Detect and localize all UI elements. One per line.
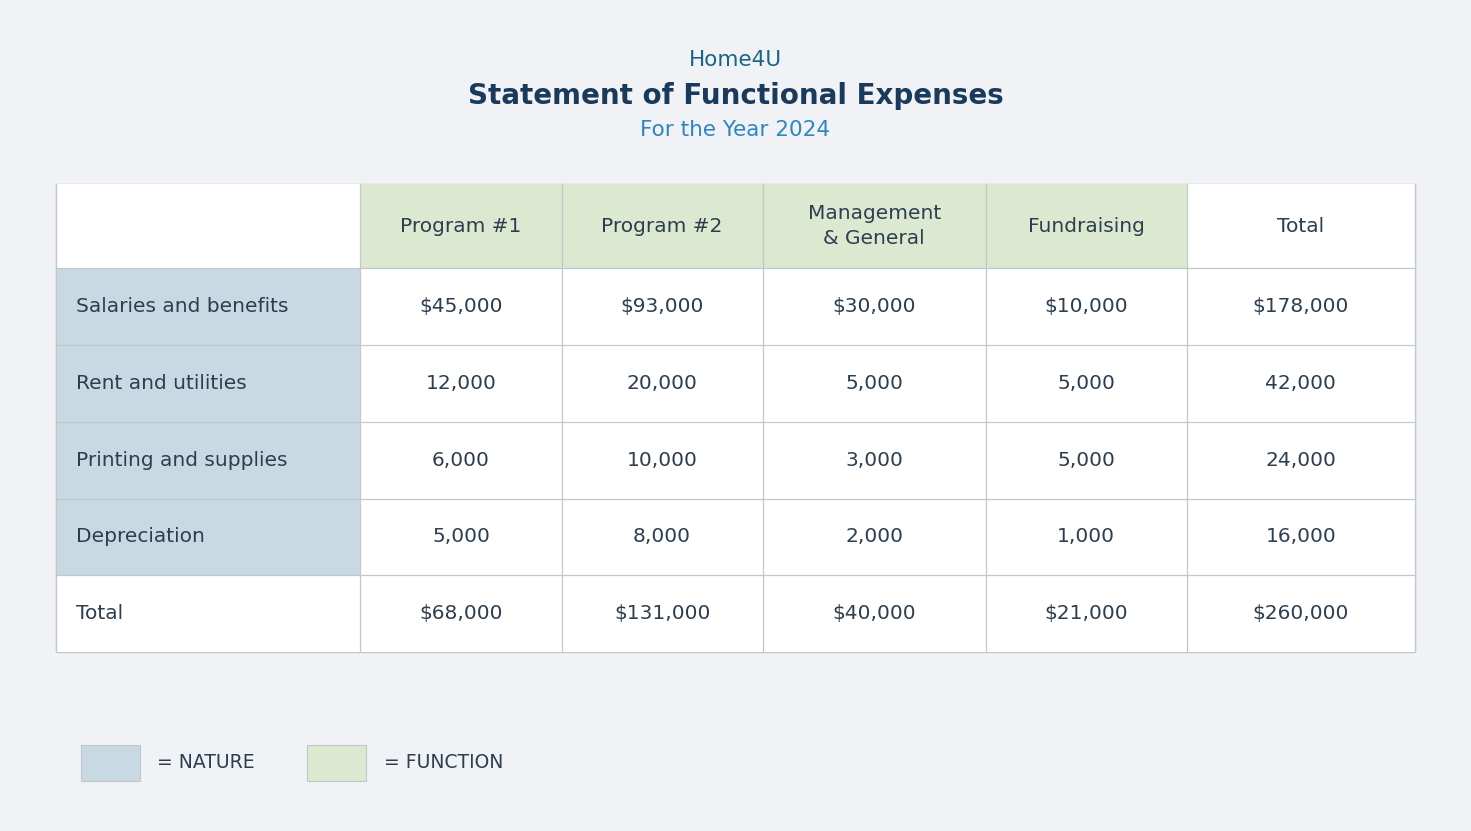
Bar — [986, 499, 1187, 575]
Text: 5,000: 5,000 — [1058, 450, 1115, 470]
Text: $68,000: $68,000 — [419, 604, 503, 623]
Text: Rent and utilities: Rent and utilities — [76, 374, 247, 392]
Bar — [56, 184, 360, 268]
Bar — [562, 421, 762, 499]
Text: Program #1: Program #1 — [400, 217, 522, 236]
Bar — [56, 268, 360, 345]
Text: Statement of Functional Expenses: Statement of Functional Expenses — [468, 81, 1003, 110]
Bar — [762, 499, 986, 575]
Bar — [562, 345, 762, 421]
Text: 8,000: 8,000 — [633, 528, 691, 547]
Bar — [562, 499, 762, 575]
Text: Depreciation: Depreciation — [76, 528, 206, 547]
Text: 3,000: 3,000 — [846, 450, 903, 470]
Text: = FUNCTION: = FUNCTION — [384, 754, 503, 772]
Text: Salaries and benefits: Salaries and benefits — [76, 297, 288, 316]
Bar — [56, 499, 360, 575]
Bar — [1187, 421, 1415, 499]
Bar — [986, 345, 1187, 421]
Bar — [562, 575, 762, 652]
Bar — [762, 421, 986, 499]
Bar — [1187, 268, 1415, 345]
Text: $131,000: $131,000 — [613, 604, 710, 623]
Text: $21,000: $21,000 — [1044, 604, 1128, 623]
Bar — [986, 268, 1187, 345]
Bar — [360, 575, 562, 652]
Bar — [762, 575, 986, 652]
Text: 20,000: 20,000 — [627, 374, 697, 392]
Bar — [360, 499, 562, 575]
Text: 1,000: 1,000 — [1058, 528, 1115, 547]
Text: = NATURE: = NATURE — [157, 754, 254, 772]
Text: $40,000: $40,000 — [833, 604, 916, 623]
Bar — [762, 345, 986, 421]
Bar — [56, 421, 360, 499]
Bar — [81, 745, 140, 781]
Text: 2,000: 2,000 — [846, 528, 903, 547]
Text: 5,000: 5,000 — [846, 374, 903, 392]
Text: Printing and supplies: Printing and supplies — [76, 450, 288, 470]
Text: 16,000: 16,000 — [1265, 528, 1336, 547]
Text: Fundraising: Fundraising — [1028, 217, 1144, 236]
Text: 5,000: 5,000 — [432, 528, 490, 547]
Bar — [562, 184, 762, 268]
Text: $45,000: $45,000 — [419, 297, 503, 316]
Bar — [360, 184, 562, 268]
Text: 42,000: 42,000 — [1265, 374, 1336, 392]
Bar — [762, 184, 986, 268]
Bar — [986, 184, 1187, 268]
Bar — [1187, 499, 1415, 575]
Text: Total: Total — [1277, 217, 1324, 236]
Text: $30,000: $30,000 — [833, 297, 916, 316]
Bar — [307, 745, 366, 781]
Text: $260,000: $260,000 — [1253, 604, 1349, 623]
Text: $10,000: $10,000 — [1044, 297, 1128, 316]
Text: $93,000: $93,000 — [621, 297, 703, 316]
Text: $178,000: $178,000 — [1253, 297, 1349, 316]
Bar — [1187, 345, 1415, 421]
Text: Total: Total — [76, 604, 124, 623]
Text: 5,000: 5,000 — [1058, 374, 1115, 392]
Text: Program #2: Program #2 — [602, 217, 722, 236]
Bar — [1187, 575, 1415, 652]
Bar — [56, 184, 1415, 652]
Bar — [360, 421, 562, 499]
Text: Management
& General: Management & General — [808, 204, 941, 248]
Text: 6,000: 6,000 — [432, 450, 490, 470]
Bar — [360, 345, 562, 421]
Bar — [986, 421, 1187, 499]
Bar — [56, 345, 360, 421]
Bar — [360, 268, 562, 345]
Bar — [56, 575, 360, 652]
Text: 24,000: 24,000 — [1265, 450, 1336, 470]
Text: Home4U: Home4U — [688, 50, 783, 70]
Bar — [762, 268, 986, 345]
Bar — [562, 268, 762, 345]
Text: 10,000: 10,000 — [627, 450, 697, 470]
Text: For the Year 2024: For the Year 2024 — [640, 120, 831, 140]
Bar — [986, 575, 1187, 652]
Text: 12,000: 12,000 — [425, 374, 496, 392]
Bar — [1187, 184, 1415, 268]
